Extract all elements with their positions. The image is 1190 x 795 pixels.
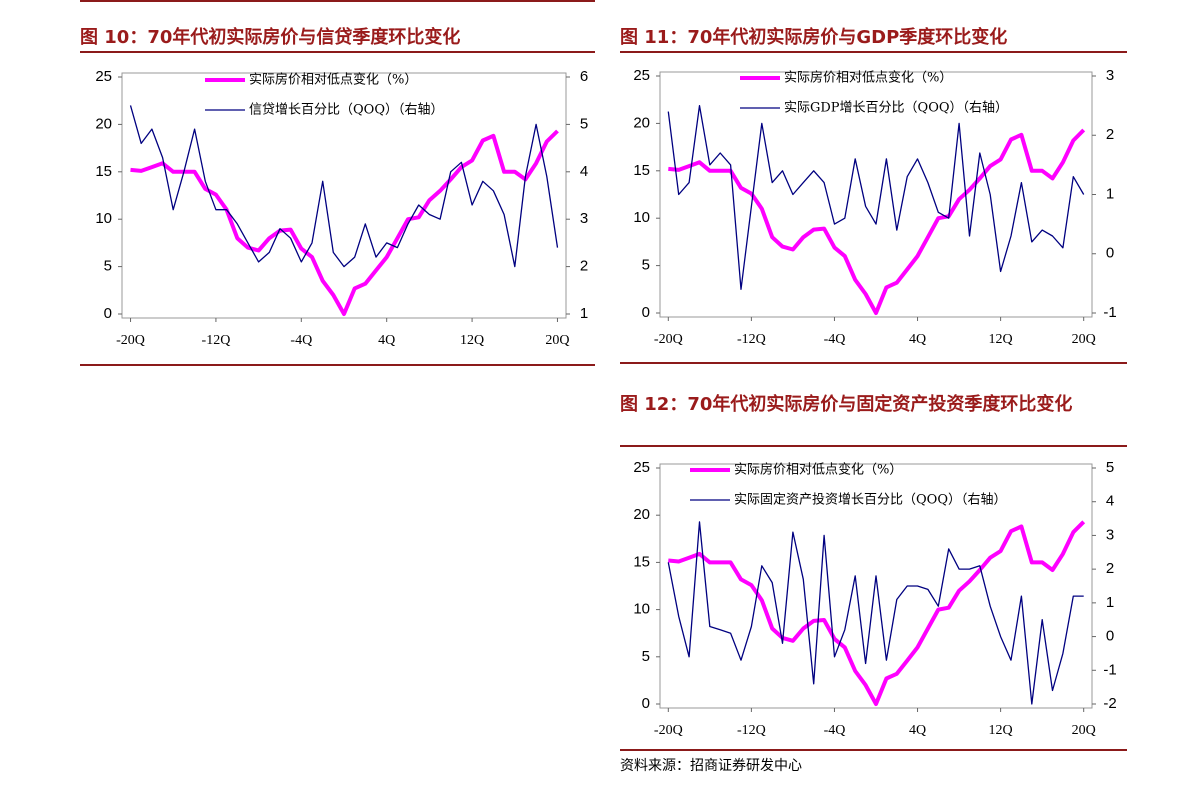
chart-title: 图 12：70年代初实际房价与固定资产投资季度环比变化 bbox=[620, 394, 1073, 415]
rule bbox=[620, 445, 1127, 447]
x-tick-label: 12Q bbox=[989, 723, 1013, 738]
x-tick-label: -12Q bbox=[202, 333, 231, 348]
rule bbox=[620, 51, 1127, 53]
y-tick-label: 20 bbox=[633, 506, 650, 523]
y2-tick-label: 2 bbox=[580, 258, 588, 275]
x-tick-label: 20Q bbox=[1072, 723, 1096, 738]
chart-title: 图 11：70年代初实际房价与GDP季度环比变化 bbox=[620, 27, 1008, 48]
x-tick-label: -4Q bbox=[290, 333, 312, 348]
y-tick-label: 0 bbox=[104, 305, 112, 322]
series-line bbox=[667, 104, 1085, 290]
legend-label: 实际房价相对低点变化（%） bbox=[734, 462, 902, 478]
y-tick-label: 15 bbox=[633, 553, 650, 570]
y-tick-label: 20 bbox=[95, 115, 112, 132]
x-tick-label: 12Q bbox=[460, 333, 484, 348]
y2-tick-label: -2 bbox=[1103, 695, 1116, 712]
rule bbox=[80, 364, 595, 366]
series-line bbox=[129, 105, 559, 268]
y2-tick-label: 1 bbox=[1106, 185, 1114, 202]
y-tick-label: 0 bbox=[642, 304, 650, 321]
series-line bbox=[130, 129, 559, 316]
y2-tick-label: 5 bbox=[1106, 459, 1114, 476]
x-tick-label: 4Q bbox=[378, 333, 395, 348]
rule bbox=[620, 362, 1127, 364]
x-tick-label: -20Q bbox=[654, 332, 683, 347]
chart-title: 图 10：70年代初实际房价与信贷季度环比变化 bbox=[80, 27, 461, 48]
rule bbox=[620, 749, 1127, 751]
legend-label: 实际固定资产投资增长百分比（QOQ）（右轴） bbox=[734, 492, 1006, 508]
y-tick-label: 15 bbox=[633, 162, 650, 179]
y2-tick-label: 6 bbox=[580, 68, 588, 85]
x-tick-label: 4Q bbox=[909, 332, 926, 347]
y-tick-label: 10 bbox=[633, 209, 650, 226]
y-tick-label: 25 bbox=[95, 68, 112, 85]
x-tick-label: -4Q bbox=[824, 723, 846, 738]
y-tick-label: 15 bbox=[95, 163, 112, 180]
y-tick-label: 25 bbox=[633, 459, 650, 476]
y2-tick-label: 3 bbox=[580, 210, 588, 227]
y2-tick-label: 4 bbox=[580, 163, 588, 180]
y-tick-label: 20 bbox=[633, 114, 650, 131]
y2-tick-label: 1 bbox=[1106, 594, 1114, 611]
x-tick-label: -12Q bbox=[737, 332, 766, 347]
y-tick-label: 0 bbox=[642, 695, 650, 712]
y-tick-label: 10 bbox=[633, 601, 650, 618]
x-tick-label: -4Q bbox=[824, 332, 846, 347]
y-tick-label: 5 bbox=[642, 648, 650, 665]
series-line bbox=[667, 521, 1084, 705]
x-tick-label: 12Q bbox=[989, 332, 1013, 347]
x-tick-label: 20Q bbox=[1072, 332, 1096, 347]
y-tick-label: 25 bbox=[633, 67, 650, 84]
y2-tick-label: 4 bbox=[1106, 493, 1114, 510]
legend-label: 实际GDP增长百分比（QOQ）（右轴） bbox=[784, 101, 1008, 116]
y2-tick-label: 3 bbox=[1106, 67, 1114, 84]
x-tick-label: -12Q bbox=[737, 723, 766, 738]
legend-label: 实际房价相对低点变化（%） bbox=[249, 72, 417, 88]
y-tick-label: 10 bbox=[95, 210, 112, 227]
y2-tick-label: 2 bbox=[1106, 560, 1114, 577]
y-tick-label: 5 bbox=[104, 258, 112, 275]
series-line bbox=[668, 128, 1086, 315]
y2-tick-label: 1 bbox=[580, 305, 588, 322]
x-tick-label: 4Q bbox=[909, 723, 926, 738]
x-tick-label: 20Q bbox=[545, 333, 569, 348]
rule bbox=[80, 51, 595, 53]
source: 资料来源：招商证券研发中心 bbox=[620, 758, 802, 774]
legend-label: 信贷增长百分比（QOQ）（右轴） bbox=[249, 103, 443, 118]
plot-frame bbox=[121, 72, 567, 319]
y2-tick-label: -1 bbox=[1103, 661, 1116, 678]
x-tick-label: -20Q bbox=[116, 333, 145, 348]
y2-tick-label: 2 bbox=[1106, 126, 1114, 143]
series-line bbox=[668, 520, 1086, 706]
x-tick-label: -20Q bbox=[654, 723, 683, 738]
rule bbox=[80, 0, 595, 2]
plot-frame bbox=[659, 463, 1093, 709]
y2-tick-label: 0 bbox=[1106, 245, 1114, 262]
y2-tick-label: -1 bbox=[1103, 304, 1116, 321]
y2-tick-label: 0 bbox=[1106, 628, 1114, 645]
y2-tick-label: 5 bbox=[580, 115, 588, 132]
y2-tick-label: 3 bbox=[1106, 526, 1114, 543]
y-tick-label: 5 bbox=[642, 257, 650, 274]
legend-label: 实际房价相对低点变化（%） bbox=[784, 70, 952, 86]
